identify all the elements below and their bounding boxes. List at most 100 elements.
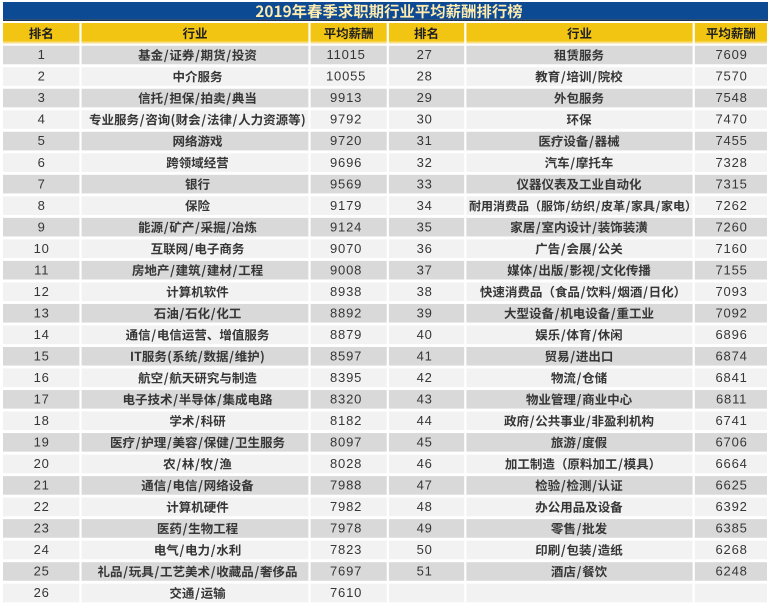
- svg-text:39: 39: [417, 305, 433, 320]
- svg-text:6664: 6664: [716, 456, 748, 471]
- svg-text:51: 51: [417, 564, 433, 579]
- svg-text:8395: 8395: [330, 370, 362, 385]
- svg-text:50: 50: [417, 542, 433, 557]
- svg-text:11: 11: [34, 262, 49, 277]
- svg-text:30: 30: [417, 112, 433, 127]
- svg-text:9913: 9913: [330, 90, 362, 105]
- svg-text:49: 49: [417, 521, 433, 536]
- svg-text:6874: 6874: [716, 348, 748, 363]
- svg-text:2: 2: [38, 69, 46, 84]
- svg-text:7982: 7982: [330, 499, 362, 514]
- svg-text:9720: 9720: [330, 133, 362, 148]
- svg-text:5: 5: [38, 133, 46, 148]
- svg-text:15: 15: [34, 348, 50, 363]
- svg-text:42: 42: [417, 370, 433, 385]
- svg-text:48: 48: [417, 499, 433, 514]
- svg-text:16: 16: [34, 370, 50, 385]
- svg-text:6385: 6385: [716, 521, 748, 536]
- svg-text:6625: 6625: [716, 478, 748, 493]
- svg-text:7470: 7470: [716, 112, 748, 127]
- svg-text:10: 10: [34, 241, 50, 256]
- svg-text:6896: 6896: [716, 327, 748, 342]
- svg-text:41: 41: [417, 348, 433, 363]
- svg-text:40: 40: [417, 327, 433, 342]
- svg-text:7262: 7262: [716, 198, 748, 213]
- svg-text:43: 43: [417, 392, 433, 407]
- svg-text:6741: 6741: [716, 413, 748, 428]
- svg-text:32: 32: [417, 155, 433, 170]
- svg-text:7610: 7610: [330, 585, 362, 600]
- svg-text:21: 21: [34, 478, 50, 493]
- svg-text:34: 34: [417, 198, 433, 213]
- svg-text:6706: 6706: [716, 435, 748, 450]
- svg-text:26: 26: [34, 585, 50, 600]
- svg-text:7455: 7455: [716, 133, 748, 148]
- svg-text:4: 4: [38, 112, 46, 127]
- svg-text:7609: 7609: [716, 47, 748, 62]
- svg-text:35: 35: [417, 219, 433, 234]
- svg-text:3: 3: [38, 90, 46, 105]
- svg-text:33: 33: [417, 176, 433, 191]
- svg-text:9569: 9569: [330, 176, 362, 191]
- svg-text:18: 18: [34, 413, 50, 428]
- svg-text:9070: 9070: [330, 241, 362, 256]
- svg-text:7092: 7092: [716, 305, 748, 320]
- svg-text:12: 12: [34, 284, 50, 299]
- svg-text:9: 9: [38, 219, 46, 234]
- svg-text:9008: 9008: [330, 262, 362, 277]
- svg-text:25: 25: [34, 564, 50, 579]
- svg-text:6392: 6392: [716, 499, 748, 514]
- svg-text:17: 17: [34, 392, 50, 407]
- svg-text:8879: 8879: [330, 327, 362, 342]
- svg-text:6: 6: [38, 155, 46, 170]
- svg-text:6248: 6248: [716, 564, 748, 579]
- svg-text:7570: 7570: [716, 69, 748, 84]
- svg-text:6268: 6268: [716, 542, 748, 557]
- svg-text:9179: 9179: [330, 198, 362, 213]
- svg-text:22: 22: [34, 499, 50, 514]
- svg-text:8938: 8938: [330, 284, 362, 299]
- svg-text:23: 23: [34, 521, 50, 536]
- svg-text:9696: 9696: [330, 155, 362, 170]
- svg-text:8597: 8597: [330, 348, 362, 363]
- svg-text:27: 27: [417, 47, 433, 62]
- svg-text:1: 1: [38, 47, 46, 62]
- svg-text:45: 45: [417, 435, 433, 450]
- svg-text:28: 28: [417, 69, 433, 84]
- svg-text:9124: 9124: [330, 219, 362, 234]
- svg-text:8320: 8320: [330, 392, 362, 407]
- svg-text:20: 20: [34, 456, 50, 471]
- svg-text:7093: 7093: [716, 284, 748, 299]
- svg-text:7328: 7328: [716, 155, 748, 170]
- svg-text:7978: 7978: [330, 521, 362, 536]
- svg-text:7697: 7697: [330, 564, 362, 579]
- svg-text:46: 46: [417, 456, 433, 471]
- svg-text:44: 44: [417, 413, 433, 428]
- svg-text:6841: 6841: [716, 370, 748, 385]
- svg-text:6811: 6811: [716, 392, 747, 407]
- svg-text:29: 29: [417, 90, 433, 105]
- svg-text:8028: 8028: [330, 456, 362, 471]
- svg-text:31: 31: [417, 133, 433, 148]
- svg-text:10055: 10055: [326, 69, 366, 84]
- svg-text:8097: 8097: [330, 435, 362, 450]
- svg-text:24: 24: [34, 542, 50, 557]
- svg-text:36: 36: [417, 241, 433, 256]
- svg-text:8: 8: [38, 198, 46, 213]
- svg-text:19: 19: [34, 435, 50, 450]
- svg-text:9792: 9792: [330, 112, 362, 127]
- svg-text:7160: 7160: [716, 241, 748, 256]
- svg-text:7: 7: [38, 176, 46, 191]
- svg-text:7155: 7155: [716, 262, 748, 277]
- svg-text:7315: 7315: [716, 176, 748, 191]
- svg-text:47: 47: [417, 478, 433, 493]
- svg-text:13: 13: [34, 305, 50, 320]
- svg-text:8892: 8892: [330, 305, 362, 320]
- svg-text:14: 14: [34, 327, 50, 342]
- svg-text:7988: 7988: [330, 478, 362, 493]
- svg-text:37: 37: [417, 262, 433, 277]
- svg-text:7823: 7823: [330, 542, 362, 557]
- svg-text:38: 38: [417, 284, 433, 299]
- svg-text:8182: 8182: [330, 413, 362, 428]
- svg-text:7260: 7260: [716, 219, 748, 234]
